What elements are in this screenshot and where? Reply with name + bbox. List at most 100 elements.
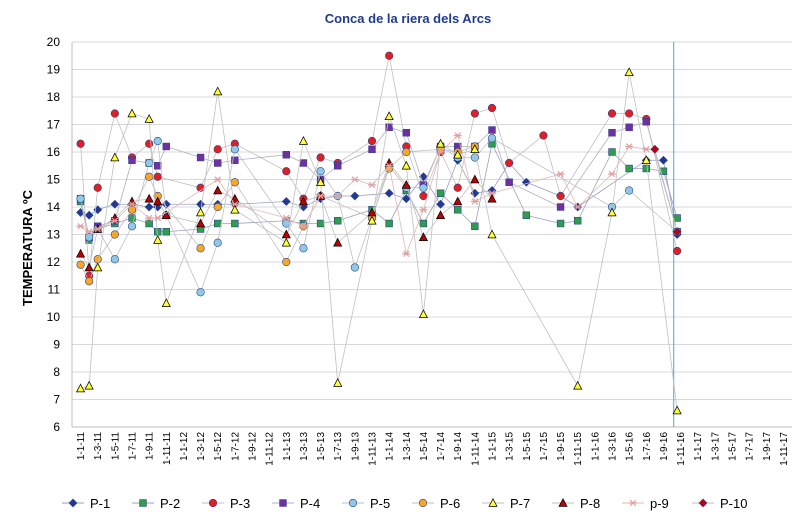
legend-item: P-5: [342, 496, 390, 511]
series-p-9: [76, 132, 651, 257]
chart-title: Conca de la riera dels Arcs: [325, 11, 491, 26]
data-point: [385, 51, 394, 60]
y-tick-label: 20: [47, 35, 61, 49]
y-tick-label: 16: [47, 145, 61, 159]
data-point: [505, 158, 514, 168]
data-point: [419, 183, 428, 192]
legend-marker: [279, 499, 287, 507]
data-point: [281, 237, 291, 247]
data-point: [85, 277, 94, 286]
y-axis-ticks: 6 7 8 9 10 11 12 13 14 15 16 17 18 19 20: [47, 35, 61, 434]
data-point: [659, 155, 668, 165]
data-point: [488, 190, 496, 197]
x-tick-label: 1-3-11: [93, 432, 104, 461]
series-P-3: [76, 51, 682, 280]
data-point: [84, 262, 94, 272]
data-point: [607, 207, 617, 217]
legend-label: P-5: [370, 496, 390, 511]
data-point: [385, 162, 394, 169]
data-point: [93, 262, 103, 272]
series-line: [654, 149, 678, 232]
data-point: [213, 176, 222, 183]
data-point: [470, 198, 479, 205]
data-point: [153, 214, 162, 222]
series-layer: [75, 51, 682, 415]
data-point: [110, 109, 119, 118]
data-point: [401, 180, 411, 189]
x-tick-label: 1-9-11: [145, 432, 156, 461]
data-point: [488, 126, 496, 134]
data-point: [487, 193, 497, 203]
data-point: [368, 145, 376, 153]
data-point: [453, 132, 462, 139]
x-tick-label: 1-1-17: [693, 432, 704, 461]
data-point: [282, 214, 291, 222]
data-point: [84, 210, 94, 220]
legend-marker: [208, 498, 218, 508]
data-point: [145, 158, 154, 168]
x-tick-label: 1-5-17: [728, 432, 739, 461]
data-point: [539, 131, 548, 140]
data-point: [230, 201, 239, 208]
legend-label: p-9: [650, 496, 669, 511]
x-tick-label: 1-3-12: [196, 432, 207, 461]
data-point: [282, 219, 291, 228]
x-tick-label: 1-11-11: [162, 432, 173, 465]
legend-label: P-8: [580, 496, 600, 511]
data-point: [93, 255, 102, 264]
x-tick-label: 1-3-16: [608, 432, 619, 461]
y-axis-label: TEMPERATURA ºC: [20, 189, 35, 306]
data-point: [367, 207, 377, 217]
x-tick-label: 1-7-17: [745, 432, 756, 461]
x-tick-label: 1-1-14: [385, 432, 396, 461]
data-point: [487, 229, 497, 239]
data-point: [153, 235, 163, 244]
y-tick-label: 10: [47, 310, 61, 324]
data-point: [231, 156, 239, 164]
data-point: [368, 181, 376, 189]
data-point: [650, 144, 660, 154]
data-point: [384, 111, 394, 121]
x-tick-label: 1-3-14: [402, 432, 413, 461]
data-point: [573, 203, 582, 211]
x-tick-label: 1-9-17: [762, 432, 773, 461]
x-tick-label: 1-9-15: [556, 432, 567, 461]
data-point: [607, 109, 617, 118]
x-tick-label: 1-3-13: [299, 432, 310, 461]
x-tick-label: 1-11-17: [779, 432, 790, 466]
data-point: [213, 238, 222, 247]
data-point: [556, 191, 565, 201]
x-tick-label: 1-5-16: [625, 432, 636, 461]
data-point: [110, 152, 120, 162]
data-point: [195, 207, 206, 217]
data-point: [436, 199, 445, 209]
x-tick-label: 1-1-11: [76, 432, 87, 461]
data-point: [298, 196, 309, 206]
y-tick-label: 13: [47, 228, 61, 242]
data-point: [401, 194, 411, 204]
data-point: [213, 86, 223, 96]
data-point: [436, 148, 445, 156]
data-point: [470, 109, 479, 118]
legend-item: P-6: [412, 496, 460, 511]
x-tick-label: 1-9-14: [453, 432, 464, 461]
data-point: [384, 188, 394, 198]
data-point: [673, 246, 682, 256]
data-point: [213, 145, 222, 154]
data-point: [153, 196, 163, 206]
x-tick-label: 1-1-12: [179, 432, 190, 461]
data-point: [419, 206, 428, 213]
data-point: [333, 192, 342, 200]
y-tick-label: 14: [47, 200, 61, 214]
x-tick-label: 1-11-14: [470, 432, 481, 466]
data-point: [213, 185, 223, 195]
data-point: [196, 244, 205, 253]
data-point: [93, 225, 102, 233]
data-point: [401, 160, 411, 170]
legend-label: P-3: [230, 496, 250, 511]
data-point: [333, 378, 343, 387]
x-tick-label: 1-9-16: [659, 432, 670, 461]
data-point: [673, 214, 681, 222]
legend-item: P-10: [692, 496, 747, 511]
x-tick-label: 1-5-14: [419, 432, 430, 461]
